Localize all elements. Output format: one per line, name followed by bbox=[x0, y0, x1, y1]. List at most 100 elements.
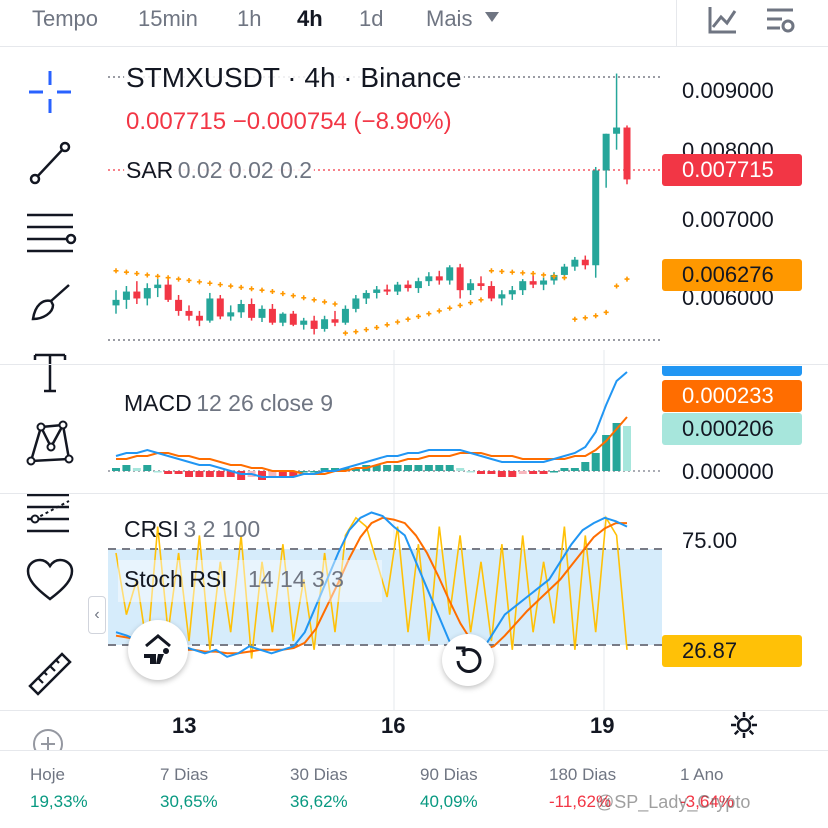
macd-histogram-bar bbox=[581, 462, 590, 471]
sar-dot bbox=[259, 287, 265, 293]
candle-body bbox=[362, 292, 370, 299]
stoch-legend[interactable]: Stoch RSI 14 14 3 3 bbox=[118, 560, 382, 602]
candle-body bbox=[175, 299, 183, 311]
candle-body bbox=[487, 286, 495, 299]
macd-signal-line bbox=[116, 416, 628, 475]
gear-icon[interactable] bbox=[729, 710, 759, 740]
sar-dot bbox=[249, 286, 255, 292]
perf-value-90d: 40,09% bbox=[420, 792, 478, 811]
macd-histogram-bar bbox=[466, 471, 475, 473]
chart-settings-icon[interactable] bbox=[764, 6, 796, 34]
pattern-tool[interactable] bbox=[22, 414, 78, 470]
trendline-tool[interactable] bbox=[22, 134, 78, 190]
candle-body bbox=[321, 319, 329, 329]
candle-body bbox=[154, 284, 162, 289]
chevron-down-icon[interactable] bbox=[484, 11, 500, 23]
fib-tool[interactable] bbox=[22, 204, 78, 260]
sar-dot bbox=[113, 268, 119, 274]
timeframe-15min[interactable]: 15min bbox=[138, 6, 198, 31]
candle-body bbox=[529, 281, 537, 285]
collapse-toolbar-button[interactable]: ‹ bbox=[88, 596, 106, 634]
sar-legend[interactable]: SAR 0.02 0.02 0.2 bbox=[124, 157, 315, 184]
candle-body bbox=[185, 310, 193, 316]
timeframe-1h[interactable]: 1h bbox=[237, 6, 262, 31]
timeframe-4h[interactable]: 4h bbox=[297, 6, 323, 31]
reset-chart-button[interactable] bbox=[442, 634, 494, 686]
tradingview-logo-button[interactable] bbox=[128, 620, 188, 680]
macd-histogram-bar bbox=[258, 471, 266, 480]
macd-histogram-bar bbox=[497, 471, 506, 477]
sar-dot bbox=[603, 309, 609, 315]
sar-dot bbox=[134, 271, 140, 277]
timeframe-more[interactable]: Mais bbox=[426, 6, 473, 31]
ruler-tool[interactable] bbox=[22, 646, 78, 702]
macd-histogram-bar bbox=[112, 468, 120, 471]
macd-params: 12 26 close 9 bbox=[196, 390, 334, 416]
candle-body bbox=[467, 283, 475, 291]
macd-histogram-bar bbox=[341, 468, 350, 471]
macd-histogram-bar bbox=[164, 471, 173, 474]
crosshair-tool[interactable] bbox=[22, 64, 78, 120]
crosshair-icon bbox=[29, 71, 71, 113]
candle-body bbox=[623, 127, 631, 180]
crsi-params: 3 2 100 bbox=[183, 516, 261, 542]
fibonacci-icon bbox=[27, 213, 77, 253]
macd-legend[interactable]: MACD 12 26 close 9 bbox=[124, 390, 333, 417]
candle-body bbox=[268, 308, 276, 323]
macd-histogram-bar bbox=[331, 468, 339, 471]
sar-dot bbox=[217, 282, 223, 288]
macd-histogram-bar bbox=[602, 435, 611, 471]
candle-body bbox=[164, 284, 172, 300]
macd-histogram-bar bbox=[226, 471, 235, 477]
macd-name: MACD bbox=[124, 390, 192, 416]
sar-dot bbox=[478, 297, 484, 303]
timeframe-1d[interactable]: 1d bbox=[359, 6, 384, 31]
sar-dot bbox=[415, 313, 421, 319]
crsi-line bbox=[115, 515, 628, 659]
macd-histogram-bar bbox=[289, 471, 298, 477]
candle-body bbox=[581, 259, 589, 266]
text-tool[interactable] bbox=[22, 344, 78, 400]
favorites-tool[interactable] bbox=[22, 552, 78, 608]
trend-line-icon bbox=[29, 141, 71, 185]
last-price-tag: 0.007715 bbox=[662, 154, 802, 186]
sar-dot bbox=[541, 272, 547, 278]
candle-body bbox=[477, 283, 485, 287]
text-icon bbox=[33, 353, 67, 393]
osc-upper-label: 75.00 bbox=[682, 528, 738, 553]
indicators-icon[interactable] bbox=[706, 5, 738, 35]
sar-dot bbox=[144, 272, 150, 278]
candle-body bbox=[560, 266, 568, 275]
candle-body bbox=[248, 304, 256, 318]
sar-price-tag: 0.006276 bbox=[662, 259, 802, 291]
candle-body bbox=[289, 313, 297, 325]
macd-histogram-bar bbox=[195, 471, 204, 477]
macd-histogram-bar bbox=[351, 468, 360, 471]
candle-body bbox=[425, 276, 433, 282]
candle-body bbox=[519, 281, 527, 291]
pane-divider-osc[interactable] bbox=[0, 493, 828, 494]
macd-histogram-bar bbox=[393, 465, 402, 471]
macd-histogram-bar bbox=[456, 468, 465, 471]
candle-body bbox=[456, 267, 464, 291]
crsi-legend[interactable]: CRSI 3 2 100 bbox=[124, 516, 260, 543]
macd-histogram-bar bbox=[435, 465, 444, 471]
macd-histogram-bar bbox=[122, 465, 131, 471]
sar-dot bbox=[238, 284, 244, 290]
zoom-plus-icon[interactable] bbox=[31, 727, 65, 751]
prediction-tool[interactable] bbox=[22, 484, 78, 540]
brush-tool[interactable] bbox=[22, 274, 78, 330]
macd-histogram-bar bbox=[623, 426, 631, 471]
sar-dot bbox=[436, 308, 442, 314]
sar-dot bbox=[342, 330, 348, 336]
candle-body bbox=[508, 290, 516, 295]
symbol-title[interactable]: STMXUSDT · 4h · Binance bbox=[124, 62, 464, 94]
macd-histogram-bar bbox=[404, 465, 412, 471]
timeframe-tempo[interactable]: Tempo bbox=[32, 6, 99, 31]
pane-divider-macd[interactable] bbox=[0, 364, 828, 365]
candle-body bbox=[310, 320, 318, 329]
price-axis-label: 0.007000 bbox=[682, 207, 774, 232]
sar-dot bbox=[322, 299, 328, 305]
candle-body bbox=[613, 127, 621, 134]
